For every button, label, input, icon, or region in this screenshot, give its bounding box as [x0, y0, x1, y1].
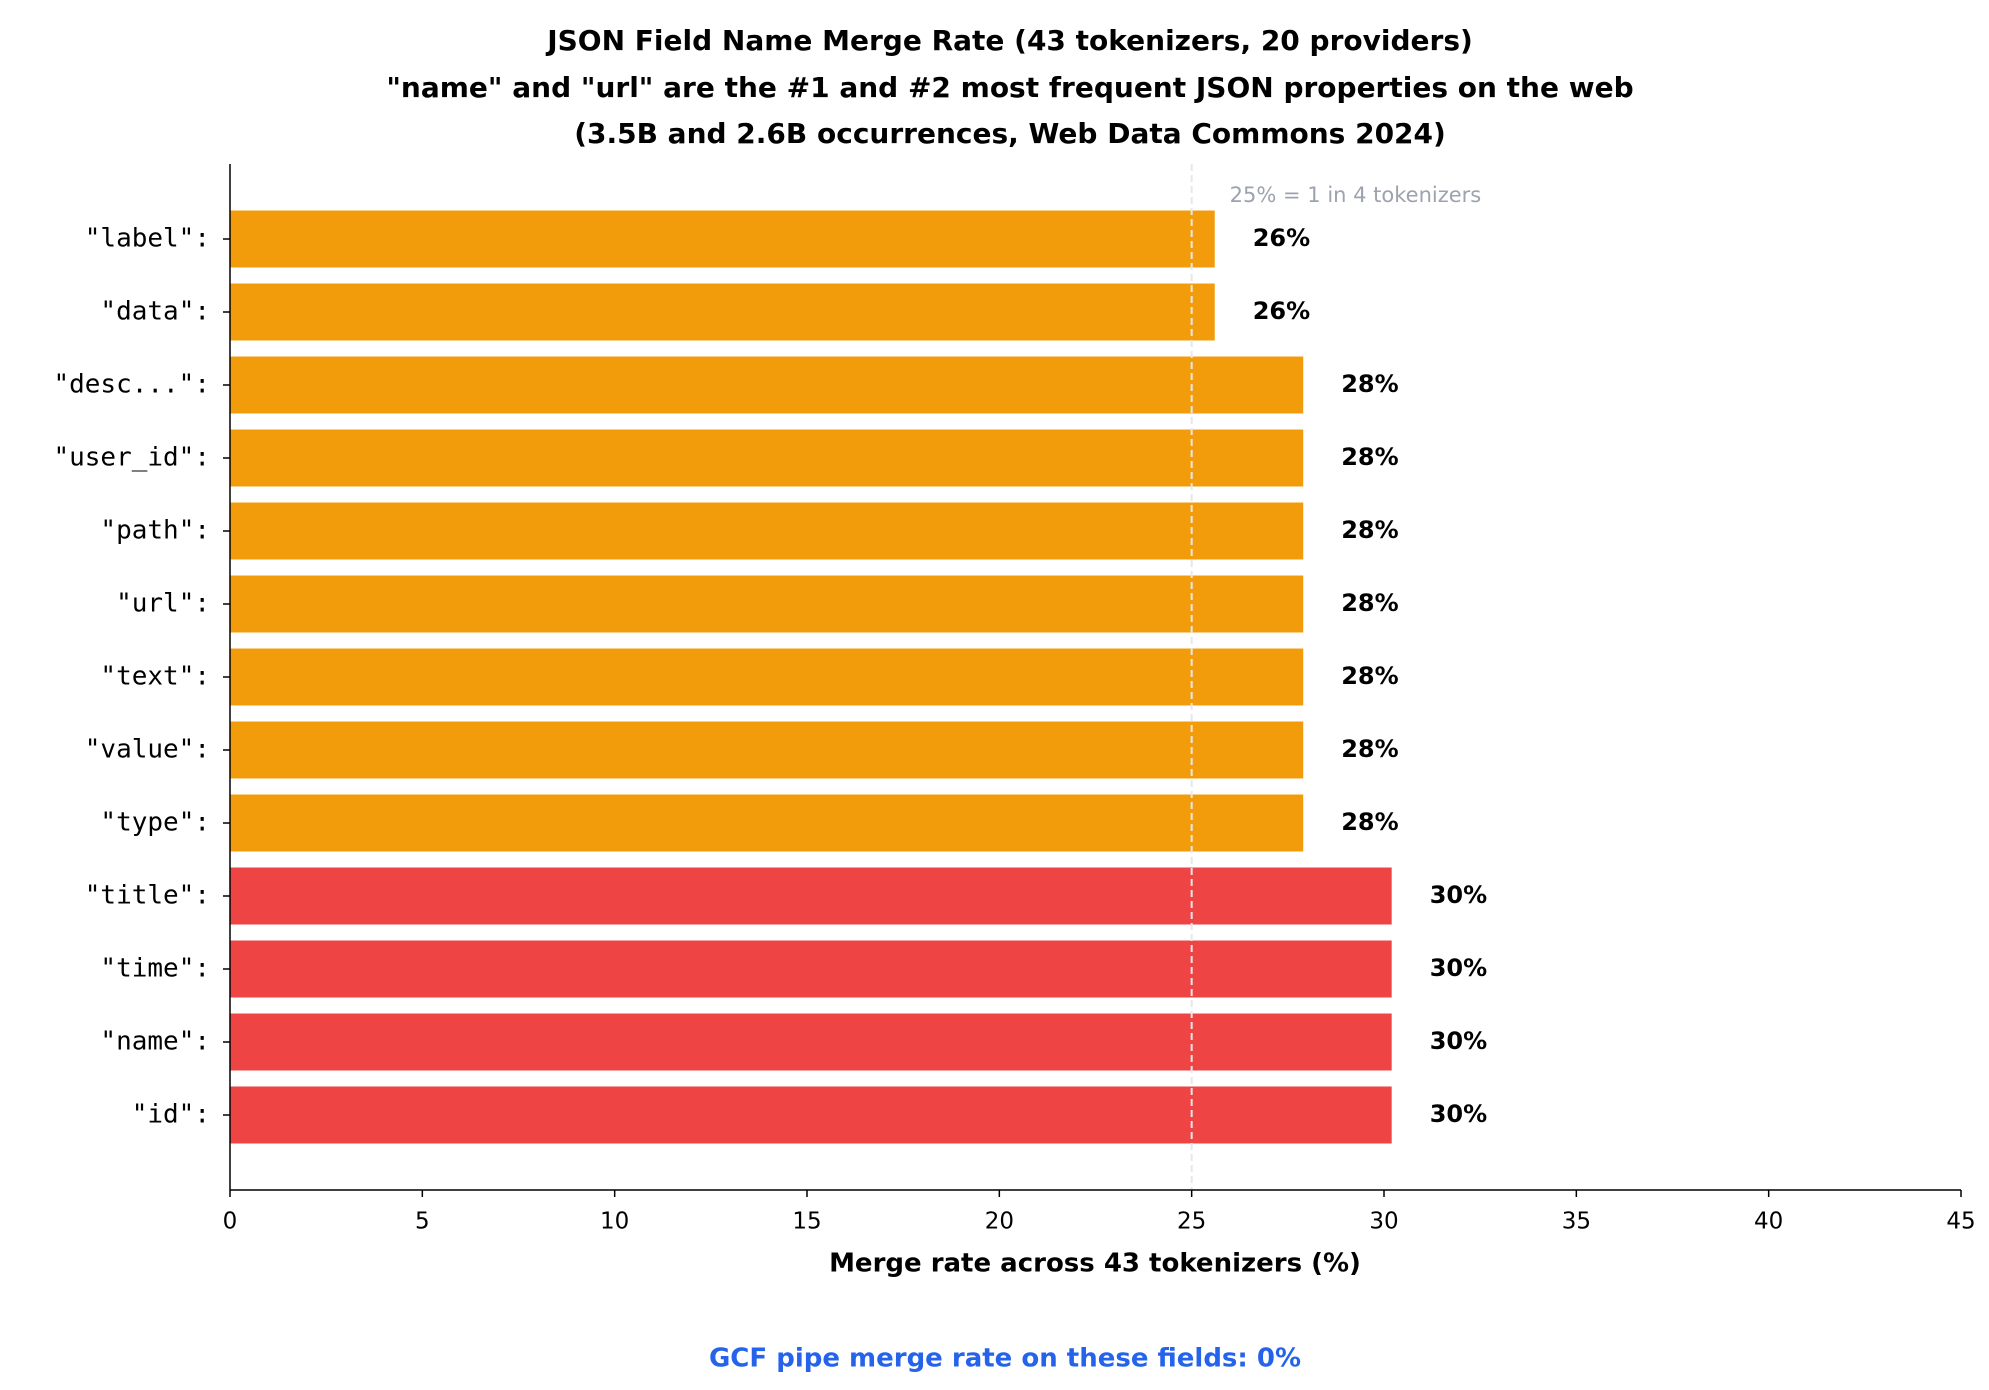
value-label: 30%: [1430, 1027, 1487, 1055]
chart-subtitle: "name" and "url" are the #1 and #2 most …: [386, 71, 1633, 104]
y-tick-label: "data":: [100, 297, 210, 327]
x-axis-label: Merge rate across 43 tokenizers (%): [829, 1249, 1361, 1279]
value-label: 28%: [1341, 516, 1398, 544]
value-label: 26%: [1253, 297, 1310, 325]
bar: [230, 867, 1392, 925]
value-label: 30%: [1430, 954, 1487, 982]
bar: [230, 575, 1304, 633]
x-tick-label: 45: [1946, 1209, 1975, 1235]
x-tick-label: 0: [223, 1209, 238, 1235]
y-tick-label: "desc...":: [53, 370, 210, 400]
bar: [230, 648, 1304, 706]
bar: [230, 502, 1304, 560]
chart-subtitle: (3.5B and 2.6B occurrences, Web Data Com…: [574, 117, 1446, 150]
bar: [230, 1013, 1392, 1071]
y-tick-label: "url":: [116, 589, 210, 619]
x-tick-label: 40: [1754, 1209, 1783, 1235]
y-tick-label: "value":: [85, 735, 210, 765]
bar: [230, 210, 1215, 268]
bar: [230, 940, 1392, 998]
footnote: GCF pipe merge rate on these fields: 0%: [709, 1344, 1301, 1374]
bar: [230, 721, 1304, 779]
y-tick-label: "title":: [85, 881, 210, 911]
y-tick-label: "id":: [132, 1100, 210, 1130]
x-tick-label: 35: [1562, 1209, 1591, 1235]
bar: [230, 794, 1304, 852]
value-label: 28%: [1341, 589, 1398, 617]
x-tick-label: 20: [985, 1209, 1014, 1235]
value-label: 30%: [1430, 881, 1487, 909]
value-label: 28%: [1341, 808, 1398, 836]
value-label: 28%: [1341, 370, 1398, 398]
value-label: 28%: [1341, 735, 1398, 763]
y-tick-label: "label":: [85, 224, 210, 254]
value-label: 28%: [1341, 443, 1398, 471]
y-tick-label: "type":: [100, 808, 210, 838]
x-tick-label: 30: [1369, 1209, 1398, 1235]
x-tick-label: 5: [415, 1209, 430, 1235]
x-tick-label: 10: [600, 1209, 629, 1235]
y-tick-label: "path":: [100, 516, 210, 546]
chart-title: JSON Field Name Merge Rate (43 tokenizer…: [545, 24, 1473, 57]
reference-label: 25% = 1 in 4 tokenizers: [1230, 183, 1482, 207]
value-label: 30%: [1430, 1100, 1487, 1128]
x-tick-label: 25: [1177, 1209, 1206, 1235]
y-tick-label: "name":: [100, 1027, 210, 1057]
y-tick-label: "user_id":: [53, 443, 210, 473]
bar: [230, 356, 1304, 414]
y-tick-label: "time":: [100, 954, 210, 984]
bar: [230, 429, 1304, 487]
bar: [230, 1086, 1392, 1144]
bar: [230, 283, 1215, 341]
x-tick-label: 15: [792, 1209, 821, 1235]
value-label: 26%: [1253, 224, 1310, 252]
value-label: 28%: [1341, 662, 1398, 690]
y-tick-label: "text":: [100, 662, 210, 692]
